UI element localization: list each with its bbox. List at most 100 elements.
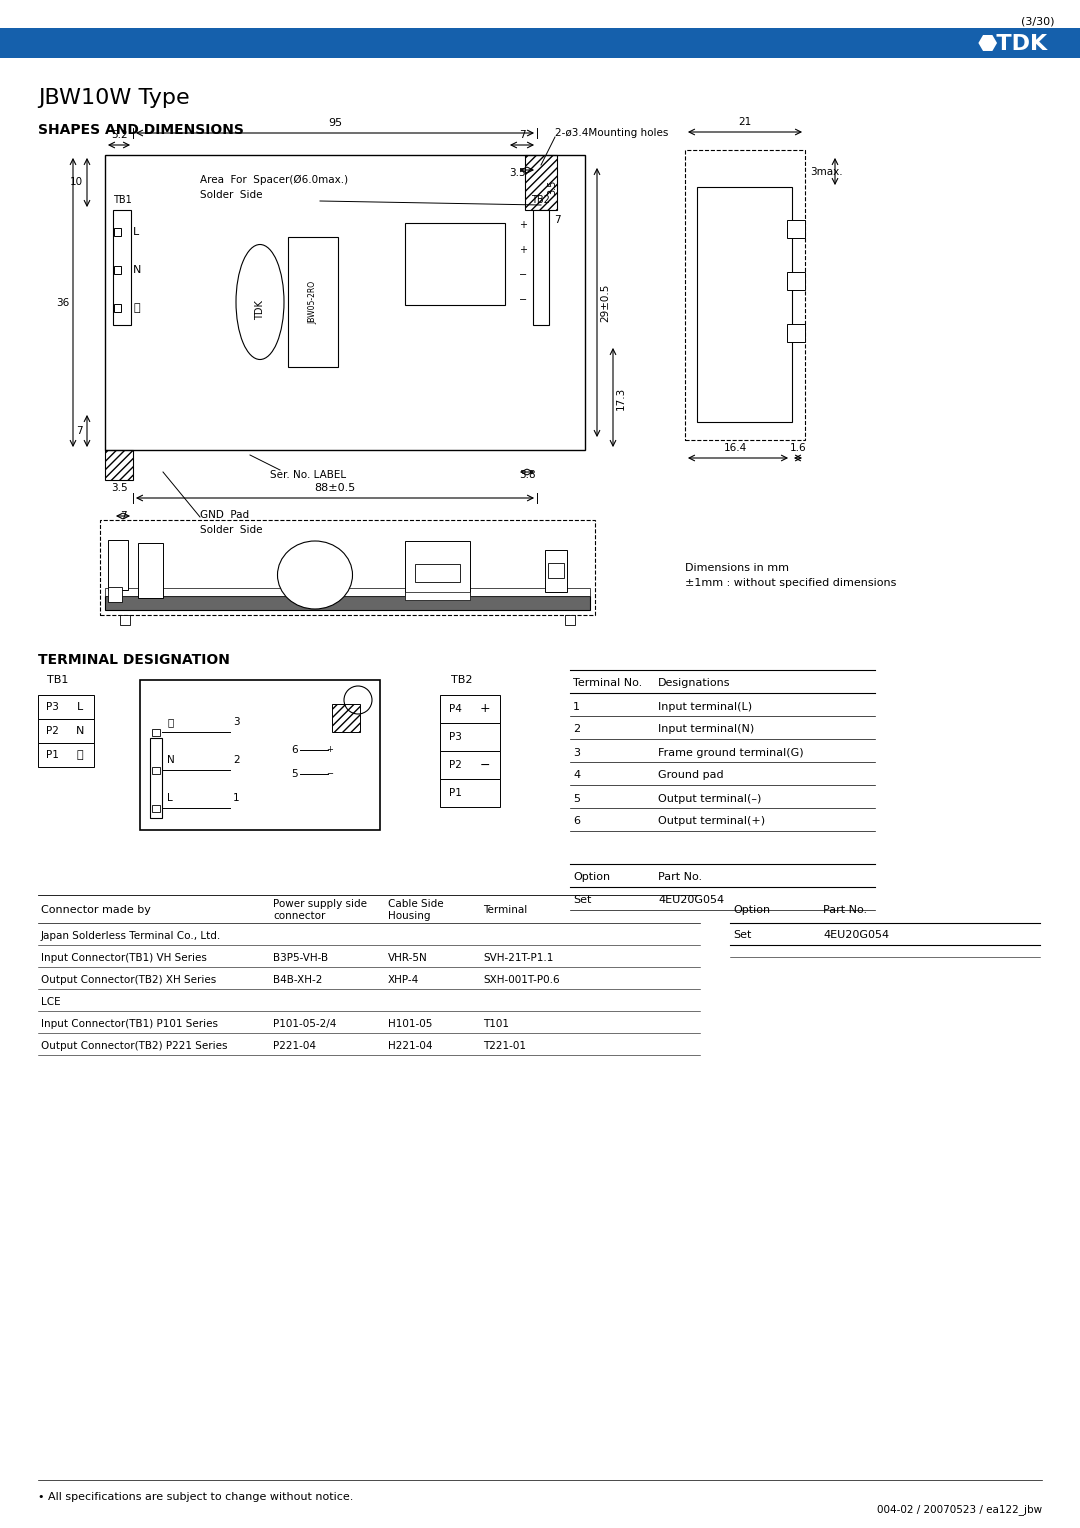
- Text: TB2: TB2: [531, 196, 550, 205]
- Ellipse shape: [237, 244, 284, 359]
- Bar: [0, 28, 1080, 58]
- Text: Output Connector(TB2) P221 Series: Output Connector(TB2) P221 Series: [41, 1041, 228, 1051]
- Text: 95: 95: [328, 118, 342, 128]
- Text: N: N: [76, 726, 84, 736]
- Text: L: L: [133, 228, 139, 237]
- Text: 36: 36: [56, 298, 69, 307]
- Bar: [525, 154, 557, 209]
- Bar: [534, 209, 549, 325]
- Text: TB2: TB2: [451, 675, 473, 685]
- Text: GND  Pad: GND Pad: [200, 510, 249, 520]
- Bar: [787, 324, 805, 342]
- Text: L: L: [167, 793, 173, 804]
- Text: P101-05-2/4: P101-05-2/4: [273, 1019, 336, 1028]
- Text: 1: 1: [233, 793, 240, 804]
- Bar: [152, 805, 160, 811]
- Text: Input terminal(N): Input terminal(N): [658, 724, 754, 735]
- Bar: [440, 779, 500, 807]
- Bar: [114, 266, 121, 274]
- Text: Ser. No. LABEL: Ser. No. LABEL: [270, 471, 346, 480]
- Bar: [548, 562, 564, 578]
- Bar: [120, 614, 130, 625]
- Text: 16.4: 16.4: [724, 443, 746, 452]
- Bar: [405, 541, 470, 596]
- Text: JBW10W Type: JBW10W Type: [38, 89, 190, 108]
- Text: Input Connector(TB1) VH Series: Input Connector(TB1) VH Series: [41, 953, 207, 963]
- Text: 5: 5: [573, 793, 580, 804]
- Text: L: L: [77, 701, 83, 712]
- Text: 5: 5: [292, 769, 298, 779]
- Text: Terminal: Terminal: [483, 905, 527, 915]
- Text: Connector made by: Connector made by: [41, 905, 151, 915]
- Text: B3P5-VH-B: B3P5-VH-B: [273, 953, 328, 963]
- Text: Set: Set: [573, 895, 592, 905]
- Text: ⬣TDK: ⬣TDK: [977, 34, 1048, 53]
- Text: H101-05: H101-05: [388, 1019, 432, 1028]
- Text: 7: 7: [554, 215, 561, 225]
- Text: +: +: [519, 220, 527, 231]
- Text: +: +: [480, 703, 490, 715]
- Text: Option: Option: [573, 872, 610, 882]
- Bar: [440, 695, 500, 723]
- Text: 7: 7: [77, 426, 83, 435]
- Bar: [152, 767, 160, 775]
- Bar: [114, 228, 121, 235]
- Text: Terminal No.: Terminal No.: [573, 678, 643, 688]
- Text: P3: P3: [448, 732, 461, 743]
- Bar: [415, 564, 460, 582]
- Text: 2: 2: [233, 755, 240, 766]
- Text: −: −: [518, 270, 527, 280]
- Text: TDK: TDK: [255, 299, 265, 319]
- Bar: [405, 591, 470, 601]
- Text: Designations: Designations: [658, 678, 730, 688]
- Bar: [108, 587, 122, 602]
- Text: ⏚: ⏚: [133, 303, 139, 313]
- Text: 3: 3: [573, 747, 580, 758]
- Text: 7: 7: [518, 130, 525, 141]
- Text: 4EU20G054: 4EU20G054: [658, 895, 724, 905]
- Text: −: −: [326, 770, 334, 778]
- Text: 6: 6: [292, 746, 298, 755]
- Bar: [787, 220, 805, 238]
- Bar: [105, 596, 590, 610]
- Text: SVH-21T-P1.1: SVH-21T-P1.1: [483, 953, 553, 963]
- Text: 88±0.5: 88±0.5: [314, 483, 355, 494]
- Text: B4B-XH-2: B4B-XH-2: [273, 975, 322, 986]
- Bar: [114, 304, 121, 312]
- Text: P2: P2: [45, 726, 58, 736]
- Text: 3.5: 3.5: [509, 168, 525, 177]
- Text: 3: 3: [233, 717, 240, 727]
- Text: 10: 10: [70, 177, 83, 186]
- Text: 2: 2: [573, 724, 580, 735]
- Text: TB1: TB1: [48, 675, 69, 685]
- Bar: [38, 720, 94, 743]
- Bar: [697, 186, 792, 422]
- Circle shape: [345, 686, 372, 714]
- Text: Frame ground terminal(G): Frame ground terminal(G): [658, 747, 804, 758]
- Text: Input Connector(TB1) P101 Series: Input Connector(TB1) P101 Series: [41, 1019, 218, 1028]
- Text: • All specifications are subject to change without notice.: • All specifications are subject to chan…: [38, 1491, 353, 1502]
- Text: SHAPES AND DIMENSIONS: SHAPES AND DIMENSIONS: [38, 122, 244, 138]
- Text: −: −: [518, 295, 527, 306]
- Text: ±1mm : without specified dimensions: ±1mm : without specified dimensions: [685, 578, 896, 588]
- Text: connector: connector: [273, 911, 325, 921]
- Bar: [787, 272, 805, 290]
- Bar: [138, 542, 163, 597]
- Text: 3.5: 3.5: [546, 179, 557, 194]
- Text: Power supply side: Power supply side: [273, 898, 367, 909]
- Bar: [100, 520, 595, 614]
- Bar: [405, 223, 505, 306]
- Text: 3.8: 3.8: [518, 471, 536, 480]
- Text: 21: 21: [739, 118, 752, 127]
- Bar: [140, 680, 380, 830]
- Text: JBW05-2RO: JBW05-2RO: [309, 281, 318, 324]
- Text: 7: 7: [120, 510, 126, 521]
- Text: Dimensions in mm: Dimensions in mm: [685, 562, 789, 573]
- Text: H221-04: H221-04: [388, 1041, 432, 1051]
- Text: 17.3: 17.3: [616, 387, 626, 410]
- Text: Area  For  Spacer(Ø6.0max.): Area For Spacer(Ø6.0max.): [200, 174, 348, 185]
- Text: 4EU20G054: 4EU20G054: [823, 931, 889, 940]
- Text: 3.5: 3.5: [110, 483, 127, 494]
- Text: 5.2: 5.2: [110, 130, 127, 141]
- Text: XHP-4: XHP-4: [388, 975, 419, 986]
